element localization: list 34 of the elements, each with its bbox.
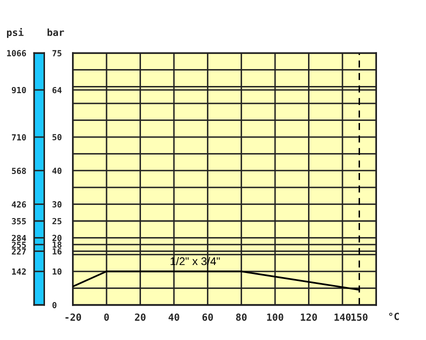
y-tick-label: 64 bbox=[52, 86, 62, 94]
y-tick-label: 10 bbox=[52, 268, 62, 275]
y-tick-label: 50 bbox=[52, 134, 62, 140]
y2-tick-label: 255 bbox=[12, 242, 26, 248]
x-tick-label: 80 bbox=[236, 313, 247, 321]
y-tick-label: 18 bbox=[52, 241, 62, 248]
y2-tick-label: 426 bbox=[12, 201, 26, 208]
x-tick-label: 120 bbox=[300, 313, 317, 321]
x-tick-label: 140 bbox=[334, 313, 351, 321]
y-tick-label: 75 bbox=[52, 50, 62, 56]
y-tick-label: 20 bbox=[52, 234, 62, 242]
y-tick-label: 40 bbox=[52, 168, 62, 174]
y-tick-label: 30 bbox=[52, 201, 62, 208]
y2-tick-label: 284 bbox=[12, 234, 26, 242]
y2-tick-label: 227 bbox=[12, 248, 26, 254]
y2-tick-label: 1066 bbox=[7, 50, 26, 56]
x-tick-label: 150 bbox=[351, 313, 368, 321]
x-tick-label: 0 bbox=[104, 313, 109, 321]
y2-tick-label: 355 bbox=[12, 218, 26, 224]
x-axis-title: °C bbox=[389, 312, 399, 320]
y2-tick-label: 910 bbox=[12, 86, 26, 94]
x-tick-label: 100 bbox=[267, 313, 284, 321]
y2-tick-label: 710 bbox=[12, 134, 26, 140]
y2-tick-label: 568 bbox=[12, 168, 26, 174]
y-tick-label: 25 bbox=[52, 218, 62, 224]
x-tick-label: -20 bbox=[65, 313, 82, 321]
x-tick-label: 40 bbox=[168, 313, 180, 321]
y2-tick-label: 142 bbox=[12, 268, 26, 275]
y-axis-title: bar bbox=[48, 28, 64, 36]
y-tick-label: 0 bbox=[52, 302, 56, 308]
x-tick-label: 60 bbox=[202, 313, 213, 321]
y2-axis-title: psi bbox=[7, 28, 24, 38]
x-tick-label: 20 bbox=[134, 313, 146, 321]
y-tick-label: 16 bbox=[52, 248, 62, 255]
